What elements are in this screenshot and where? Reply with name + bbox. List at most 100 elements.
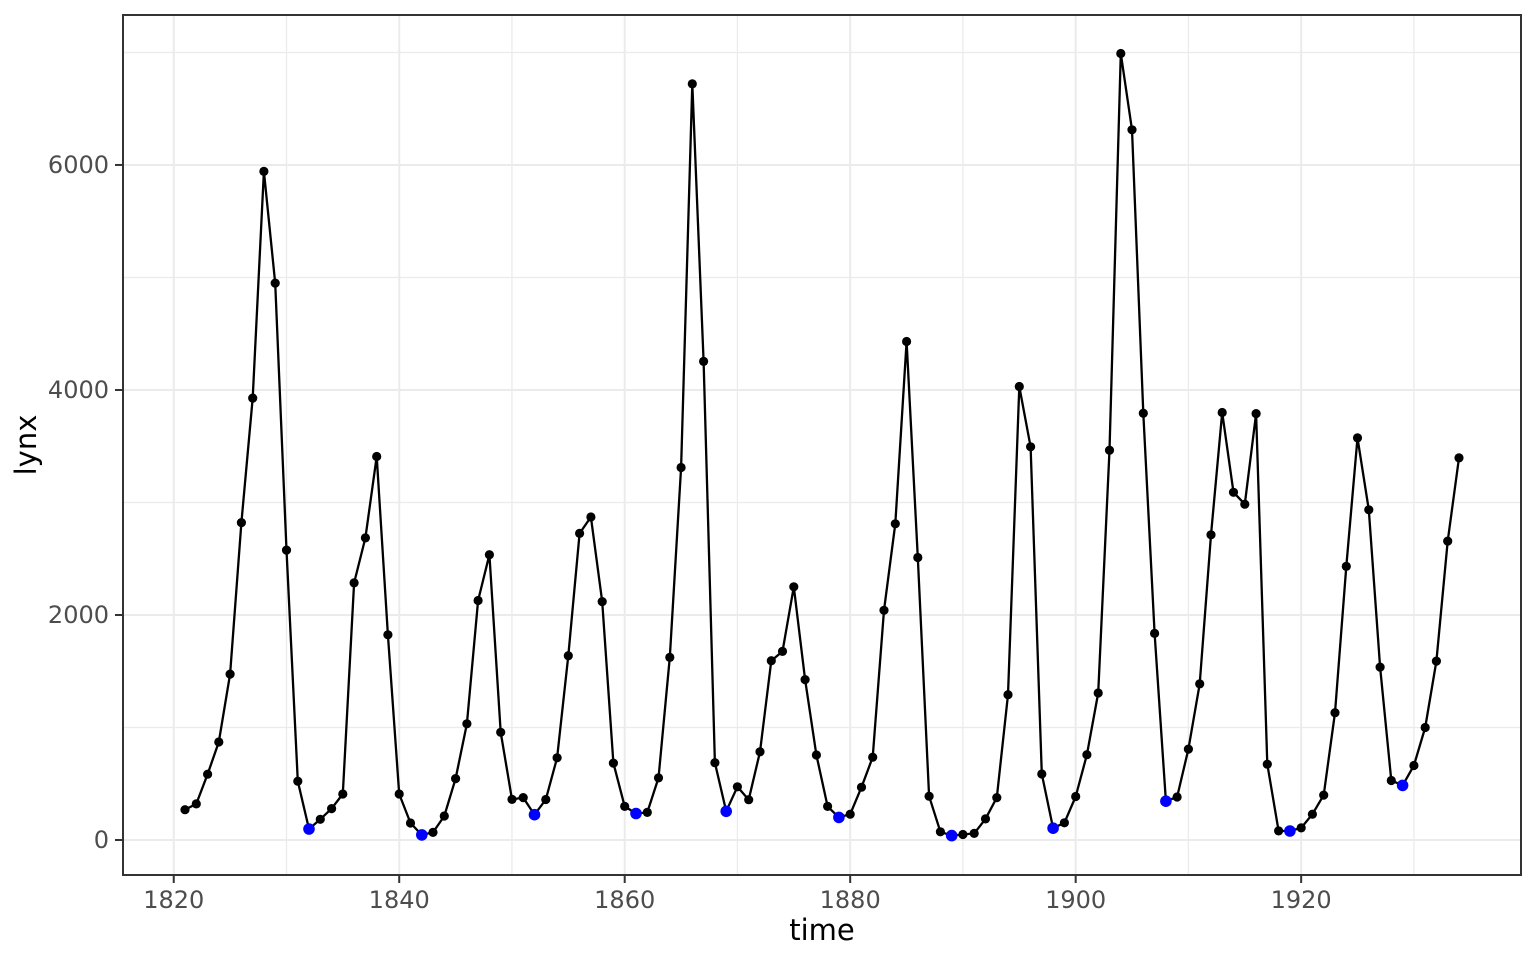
data-point (1240, 499, 1250, 509)
data-point (1037, 769, 1047, 779)
data-point (811, 750, 822, 760)
data-point (980, 814, 991, 824)
data-point (1386, 775, 1396, 786)
lynx-series-points (180, 48, 1464, 842)
x-axis-tick-label: 1880 (820, 886, 881, 914)
data-point (552, 753, 562, 763)
data-point (1206, 530, 1216, 540)
data-point (1150, 628, 1160, 639)
data-point (856, 782, 867, 792)
y-axis-tick-label: 6000 (48, 151, 109, 179)
data-point (1330, 708, 1340, 718)
data-point (473, 595, 483, 606)
data-point (1431, 656, 1441, 666)
axis-tick-labels: 1820 1840 1860 1880 1900 1920 0 2000 4000 6000 (48, 151, 1332, 914)
x-axis-tick-label: 1920 (1271, 886, 1332, 914)
data-point (1217, 407, 1227, 418)
data-point (428, 827, 438, 838)
data-point (349, 578, 359, 588)
minor-gridlines (123, 15, 1521, 875)
data-point (597, 597, 607, 607)
data-point (789, 582, 799, 592)
data-point (191, 799, 201, 809)
data-point (653, 773, 664, 783)
data-point (777, 646, 788, 657)
local-minimum-point (1284, 825, 1296, 837)
data-point (180, 805, 190, 815)
data-point (541, 794, 551, 805)
data-point (203, 769, 213, 779)
data-point (642, 807, 652, 818)
data-point (1296, 823, 1306, 833)
data-point (259, 166, 269, 176)
data-point (1104, 445, 1115, 455)
data-point (902, 336, 912, 347)
data-point (496, 727, 506, 737)
data-point (845, 809, 855, 819)
data-point (1409, 760, 1419, 771)
x-axis-tick-label: 1900 (1045, 886, 1106, 914)
data-point (1014, 381, 1024, 392)
data-point (710, 758, 720, 768)
data-point (451, 774, 461, 784)
data-point (1127, 125, 1137, 135)
data-point (620, 801, 630, 812)
data-point (1059, 818, 1069, 828)
axis-tick-marks (115, 163, 1303, 883)
data-point (563, 651, 573, 661)
data-point (699, 356, 709, 366)
local-minimum-point (528, 808, 541, 821)
data-point (755, 747, 765, 757)
data-point (1082, 750, 1092, 760)
y-axis-tick-label: 0 (94, 826, 109, 854)
data-point (1341, 561, 1351, 572)
data-point (992, 793, 1002, 803)
data-point (1262, 759, 1272, 769)
data-point (800, 675, 810, 685)
data-point (405, 818, 416, 828)
data-point (1454, 453, 1464, 463)
data-point (462, 719, 472, 729)
data-point (1364, 505, 1374, 515)
data-point (236, 518, 246, 528)
data-point (1183, 744, 1193, 754)
data-point (1116, 48, 1126, 59)
x-axis-title: time (789, 913, 855, 947)
data-point (518, 793, 528, 803)
data-point (687, 79, 697, 89)
data-point (1093, 688, 1103, 698)
data-point (1026, 442, 1036, 452)
data-point (484, 550, 494, 560)
local-minimum-point (945, 829, 958, 842)
local-minimum-point (303, 823, 315, 835)
lynx-series-line (183, 52, 1461, 837)
data-point (1003, 690, 1013, 700)
data-point (924, 791, 934, 801)
x-axis-tick-label: 1860 (594, 886, 655, 914)
panel-border (122, 14, 1522, 876)
data-point (1195, 679, 1205, 689)
data-point (890, 519, 900, 529)
data-point (1307, 809, 1317, 819)
local-minimum-point (1396, 779, 1409, 792)
lynx-line-path (183, 52, 1461, 837)
x-axis-tick-label: 1840 (369, 886, 430, 914)
data-point (248, 393, 258, 403)
data-point (372, 451, 382, 462)
data-point (293, 776, 303, 786)
data-point (383, 630, 393, 640)
local-minimum-point (416, 829, 428, 841)
data-point (879, 605, 889, 615)
data-point (1420, 722, 1430, 733)
local-minimum-point (720, 805, 732, 818)
data-point (1274, 826, 1284, 836)
data-point (1138, 408, 1148, 418)
local-minimum-point (630, 807, 642, 820)
data-point (315, 814, 325, 824)
data-point (1071, 791, 1081, 802)
data-point (214, 737, 224, 747)
y-axis-tick-label: 2000 (48, 601, 109, 629)
data-point (1319, 790, 1329, 800)
